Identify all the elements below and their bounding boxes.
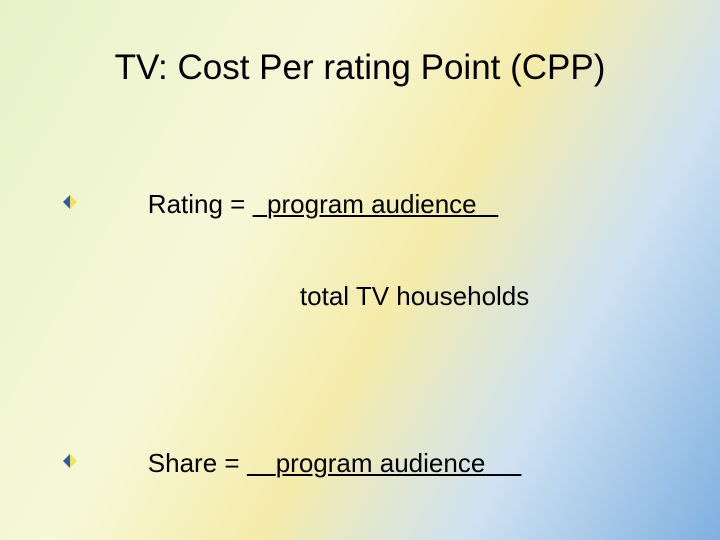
denominator-text: total TV households bbox=[300, 281, 529, 311]
item-label: Rating = bbox=[148, 189, 253, 219]
slide: TV: Cost Per rating Point (CPP) Rating =… bbox=[0, 0, 720, 540]
formula-denominator-line: households watching TV bbox=[90, 509, 720, 540]
diamond-bullet-icon bbox=[62, 133, 78, 149]
bullet-item: Share = program audience households watc… bbox=[90, 387, 720, 540]
formula-numerator-line: Rating = program audience bbox=[90, 128, 720, 251]
formula-numerator-line: Share = program audience bbox=[90, 387, 720, 510]
numerator-text: program audience bbox=[267, 189, 477, 219]
slide-title: TV: Cost Per rating Point (CPP) bbox=[0, 0, 720, 98]
diamond-bullet-icon bbox=[62, 392, 78, 408]
bullet-item: Rating = program audience total TV house… bbox=[90, 128, 720, 343]
item-label: Share = bbox=[148, 448, 247, 478]
numerator-text: program audience bbox=[276, 448, 486, 478]
slide-body: Rating = program audience total TV house… bbox=[0, 98, 720, 540]
formula-denominator-line: total TV households bbox=[90, 251, 720, 343]
